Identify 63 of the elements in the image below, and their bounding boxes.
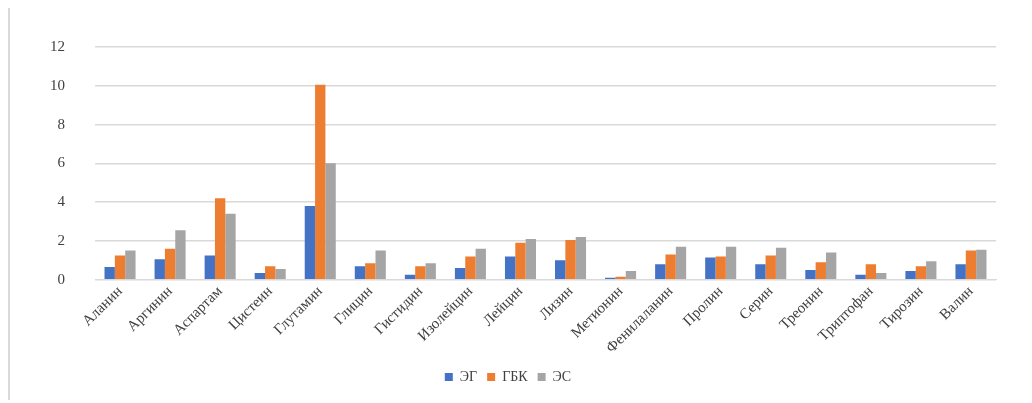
bar: [976, 249, 987, 279]
legend-label: ГБК: [502, 368, 529, 384]
bar: [114, 255, 126, 279]
bar: [315, 84, 326, 279]
bar: [815, 262, 826, 279]
y-tick-label: 4: [57, 193, 66, 210]
bar: [304, 206, 316, 279]
bar: [715, 256, 726, 279]
y-tick-label: 6: [57, 154, 66, 171]
bar: [415, 266, 426, 279]
bar: [125, 250, 136, 279]
bar: [254, 272, 266, 279]
bar: [926, 261, 937, 279]
bar: [375, 250, 386, 279]
bar: [805, 270, 816, 279]
bar: [855, 274, 866, 279]
bar: [204, 255, 215, 279]
bar: [154, 259, 165, 279]
bar: [825, 252, 837, 279]
bar: [755, 264, 766, 279]
bar: [225, 213, 236, 279]
bar: [365, 263, 376, 279]
bar: [565, 239, 576, 279]
bar: [515, 242, 526, 279]
bar: [865, 264, 877, 279]
bar: [465, 256, 476, 279]
y-tick-label: 8: [57, 115, 65, 132]
bar: [725, 246, 737, 279]
bar: [765, 255, 776, 279]
y-tick-label: 2: [57, 231, 65, 248]
bar: [955, 264, 966, 279]
bar: [555, 260, 566, 279]
bar: [575, 237, 587, 279]
bar: [104, 267, 115, 279]
bar: [325, 163, 336, 279]
bar: [214, 198, 226, 279]
bar: [965, 250, 977, 279]
bar: [705, 257, 716, 279]
y-tick-label: 10: [50, 76, 65, 93]
bar: [625, 270, 637, 279]
bar: [404, 274, 416, 279]
bar: [615, 276, 626, 279]
bar: [655, 264, 666, 279]
y-tick-label: 0: [57, 270, 65, 287]
bar: [876, 272, 887, 279]
bar: [775, 247, 787, 279]
bar: [525, 238, 536, 279]
bar: [915, 266, 927, 279]
y-tick-label: 12: [50, 37, 65, 54]
bar: [665, 254, 676, 279]
bar: [675, 246, 687, 279]
bar: [475, 248, 486, 279]
legend-label: ЭГ: [459, 368, 478, 384]
bar: [164, 248, 176, 279]
bar: [175, 230, 186, 279]
bar: [905, 270, 916, 279]
bar: [265, 266, 276, 279]
bar: [354, 266, 366, 279]
bar: [275, 269, 286, 279]
bar: [454, 268, 466, 279]
legend-label: ЭС: [552, 368, 572, 384]
bar: [504, 256, 516, 279]
bar: [425, 263, 436, 279]
